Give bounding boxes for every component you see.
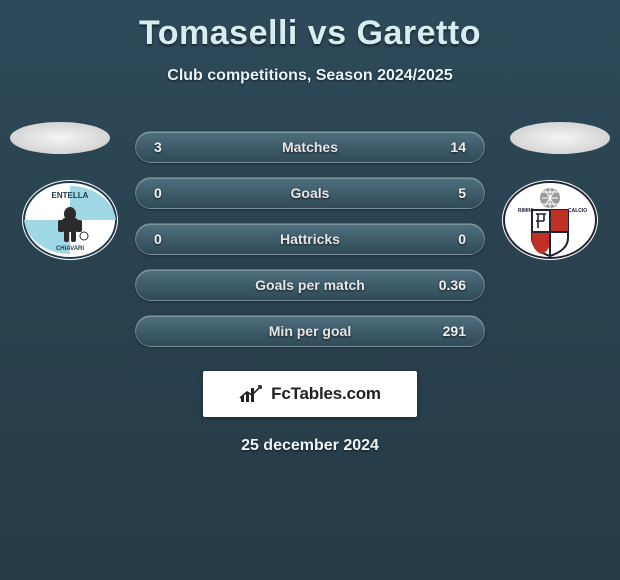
stat-label: Hattricks	[280, 231, 340, 247]
bar-chart-icon	[239, 384, 265, 404]
stat-left-value: 3	[154, 139, 188, 155]
svg-text:CALCIO: CALCIO	[568, 208, 587, 214]
comparison-card: Tomaselli vs Garetto Club competitions, …	[0, 0, 620, 465]
brand-name: FcTables.com	[271, 384, 381, 404]
club-crest-right: RIMINI CALCIO	[500, 178, 600, 262]
stat-label: Min per goal	[269, 323, 351, 339]
stat-label: Matches	[282, 139, 338, 155]
svg-text:CHIAVARI: CHIAVARI	[56, 246, 84, 252]
stat-row-goals-per-match: Goals per match 0.36	[135, 269, 485, 301]
date-label: 25 december 2024	[241, 437, 379, 455]
subtitle: Club competitions, Season 2024/2025	[167, 67, 452, 85]
club-crest-left: ENTELLA CHIAVARI	[20, 178, 120, 262]
stat-right-value: 0.36	[432, 277, 466, 293]
brand-badge[interactable]: FcTables.com	[203, 371, 417, 417]
entella-crest-icon: ENTELLA CHIAVARI	[20, 178, 120, 262]
stat-label: Goals per match	[255, 277, 365, 293]
stat-right-value: 0	[432, 231, 466, 247]
stat-row-min-per-goal: Min per goal 291	[135, 315, 485, 347]
stat-row-hattricks: 0 Hattricks 0	[135, 223, 485, 255]
stat-left-value: 0	[154, 231, 188, 247]
player-silhouette-left	[10, 122, 110, 154]
stat-row-goals: 0 Goals 5	[135, 177, 485, 209]
stat-left-value: 0	[154, 185, 188, 201]
rimini-crest-icon: RIMINI CALCIO	[500, 178, 600, 262]
stat-label: Goals	[291, 185, 330, 201]
page-title: Tomaselli vs Garetto	[139, 14, 481, 53]
stat-row-matches: 3 Matches 14	[135, 131, 485, 163]
stat-right-value: 14	[432, 139, 466, 155]
stat-rows: 3 Matches 14 0 Goals 5 0 Hattricks 0 Goa…	[135, 131, 485, 347]
svg-text:ENTELLA: ENTELLA	[52, 191, 89, 200]
stat-right-value: 5	[432, 185, 466, 201]
player-silhouette-right	[510, 122, 610, 154]
stat-right-value: 291	[432, 323, 466, 339]
